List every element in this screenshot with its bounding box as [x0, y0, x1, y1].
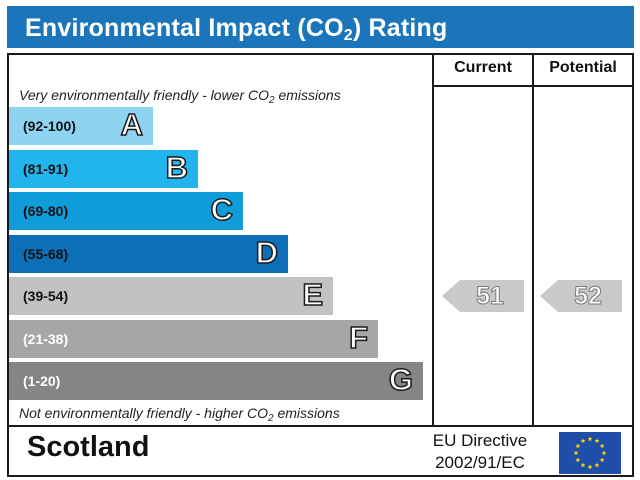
- band-range-label: (92-100): [23, 118, 76, 134]
- eu-star-icon: [587, 464, 593, 470]
- note-top-subscript: 2: [269, 95, 275, 106]
- band-range-label: (69-80): [23, 203, 69, 219]
- eu-flag-icon: [559, 432, 621, 474]
- header-divider: [432, 85, 632, 87]
- eu-star-icon: [601, 450, 607, 456]
- band-range-label: (39-54): [23, 288, 69, 304]
- band-e: (39-54) E: [9, 276, 333, 315]
- note-top-suffix: emissions: [274, 87, 341, 103]
- eu-star-icon: [599, 443, 605, 449]
- title-suffix: ) Rating: [352, 14, 448, 42]
- eu-star-icon: [580, 462, 586, 468]
- column-header-potential: Potential: [549, 59, 617, 76]
- note-bottom-prefix: Not environmentally friendly - higher CO: [19, 405, 268, 421]
- eu-star-icon: [575, 457, 581, 463]
- title-prefix: Environmental Impact (CO: [25, 14, 344, 42]
- band-range-label: (1-20): [23, 373, 61, 389]
- note-bottom-suffix: emissions: [273, 405, 340, 421]
- eu-directive-label: EU Directive: [432, 431, 528, 450]
- arrow-value: 52: [574, 282, 603, 311]
- band-letter: E: [302, 276, 324, 313]
- divider-current: [432, 55, 434, 427]
- band-letter: G: [388, 361, 414, 398]
- arrow-value: 51: [476, 282, 505, 311]
- band-range-label: (55-68): [23, 246, 69, 262]
- rating-frame: Current Potential Very environmentally f…: [7, 53, 634, 477]
- note-bottom: Not environmentally friendly - higher CO…: [19, 405, 340, 424]
- note-top: Very environmentally friendly - lower CO…: [19, 87, 341, 106]
- band-b: (81-91) B: [9, 149, 198, 188]
- country-label: Scotland: [27, 431, 150, 463]
- band-c: (69-80) C: [9, 191, 243, 230]
- divider-potential: [532, 55, 534, 427]
- band-letter: F: [348, 319, 368, 356]
- band-range-label: (21-38): [23, 331, 69, 347]
- band-letter: D: [255, 234, 279, 271]
- title-bar: Environmental Impact (CO2) Rating: [7, 6, 634, 48]
- band-letter: A: [120, 106, 144, 143]
- band-a: (92-100) A: [9, 106, 153, 145]
- column-header-current: Current: [454, 59, 512, 76]
- band-range-label: (81-91): [23, 161, 69, 177]
- eu-star-icon: [580, 438, 586, 443]
- note-top-prefix: Very environmentally friendly - lower CO: [19, 87, 270, 103]
- title-subscript: 2: [343, 27, 353, 44]
- eu-star-icon: [587, 436, 593, 442]
- band-g: (1-20) G: [9, 361, 423, 400]
- arrow-current: 51: [442, 280, 524, 312]
- band-letter: B: [165, 149, 189, 186]
- band-f: (21-38) F: [9, 319, 378, 358]
- arrow-potential: 52: [540, 280, 622, 312]
- band-d: (55-68) D: [9, 234, 288, 273]
- eu-directive-number: 2002/91/EC: [435, 453, 525, 472]
- footer-divider: [9, 425, 632, 427]
- eu-star-icon: [599, 457, 605, 463]
- note-bottom-subscript: 2: [268, 413, 274, 424]
- chart-title: Environmental Impact (CO2) Rating: [25, 14, 448, 44]
- eu-star-icon: [594, 438, 600, 443]
- band-letter: C: [210, 191, 234, 228]
- eu-star-icon: [575, 443, 581, 449]
- eu-star-icon: [594, 462, 600, 468]
- eu-star-icon: [573, 450, 579, 456]
